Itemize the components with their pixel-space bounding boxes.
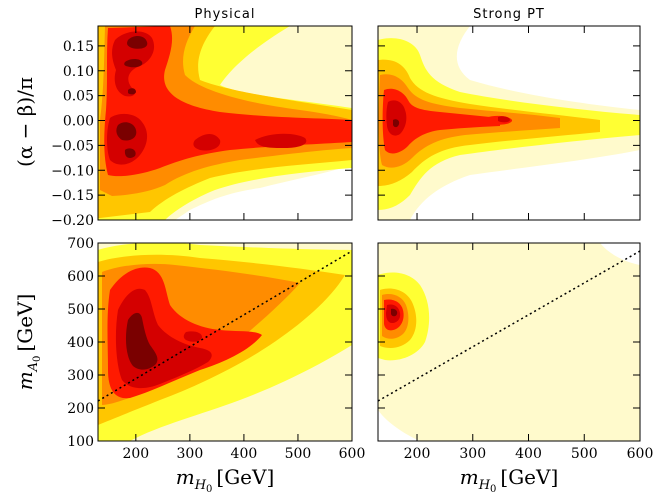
x-tick-label: 600 — [339, 446, 366, 462]
x-tick-label: 300 — [177, 446, 204, 462]
heatmap-physical-alpha — [98, 26, 352, 220]
reference-line — [97, 250, 353, 402]
contour-level7 — [125, 312, 158, 370]
y-tick-label: 200 — [67, 401, 94, 417]
contour-level7 — [391, 308, 398, 317]
ylabel-alpha-beta: (α − β)/π — [13, 77, 37, 167]
heatmap-strong-mass — [378, 243, 640, 441]
x-tick-label: 500 — [571, 446, 598, 462]
contour-level1 — [378, 243, 640, 441]
contour-level5 — [382, 88, 513, 154]
ticks-strong-mass: 200 300 400 500 600 — [378, 242, 654, 462]
title-physical: Physical — [195, 7, 256, 22]
y-tick-label: 0.05 — [63, 89, 94, 105]
y-tick-label: 100 — [67, 434, 94, 450]
ylabel-mass: mA0[GeV] — [13, 294, 43, 391]
panel-physical-alpha: 0.15 0.10 0.05 0.00 −0.05 −0.10 −0.15 −0.20 — [51, 25, 353, 229]
y-tick-label: 300 — [67, 368, 94, 384]
heatmap-physical-mass — [98, 243, 352, 441]
xlabel-right: mH0[GeV] — [460, 465, 559, 495]
x-tick-label: 200 — [122, 446, 149, 462]
x-tick-label: 600 — [627, 446, 654, 462]
x-tick-label: 500 — [285, 446, 312, 462]
panel-strong-mass: 200 300 400 500 600 — [377, 242, 654, 462]
x-tick-label: 200 — [404, 446, 431, 462]
contour-level7 — [393, 119, 400, 128]
title-strong-pt: Strong PT — [473, 7, 545, 22]
x-tick-label: 400 — [515, 446, 542, 462]
y-tick-label: 700 — [67, 236, 94, 252]
y-tick-label: 400 — [67, 335, 94, 351]
y-tick-label: 0.15 — [63, 39, 94, 55]
y-tick-label: −0.20 — [51, 213, 94, 229]
x-tick-label: 400 — [231, 446, 258, 462]
ticks-physical-mass: 200 300 400 500 600 100 200 300 400 500 600 700 — [67, 236, 365, 462]
xlabel-left: mH0[GeV] — [176, 465, 275, 495]
y-tick-label: 0.00 — [63, 114, 94, 130]
y-tick-label: 500 — [67, 302, 94, 318]
ticks-strong-alpha — [378, 26, 641, 221]
contour-level6 — [386, 100, 510, 136]
reference-line — [377, 250, 641, 402]
panel-strong-alpha — [377, 25, 641, 221]
ticks-physical-alpha: 0.15 0.10 0.05 0.00 −0.05 −0.10 −0.15 −0.20 — [51, 26, 353, 229]
y-tick-label: −0.10 — [51, 163, 94, 179]
x-tick-label: 300 — [459, 446, 486, 462]
panel-physical-mass: 200 300 400 500 600 100 200 300 400 500 600 700 — [67, 236, 365, 462]
y-tick-label: 600 — [67, 269, 94, 285]
contour-level7 — [116, 36, 148, 158]
y-tick-label: −0.15 — [51, 188, 94, 204]
y-tick-label: −0.05 — [51, 138, 94, 154]
y-tick-label: 0.10 — [63, 64, 94, 80]
heatmap-strong-alpha — [378, 26, 640, 220]
